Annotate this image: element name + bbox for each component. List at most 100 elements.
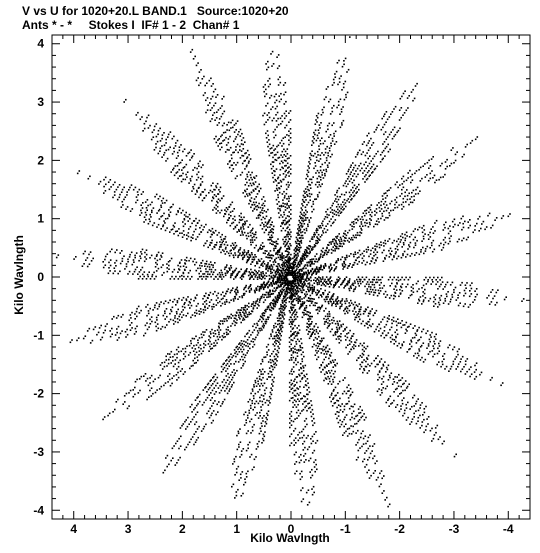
uv-point — [349, 418, 352, 421]
uv-point — [129, 253, 131, 256]
uv-point — [305, 256, 308, 258]
uv-point — [283, 93, 285, 96]
uv-point — [262, 373, 264, 375]
uv-point — [329, 282, 331, 284]
uv-point — [272, 165, 274, 168]
uv-point — [307, 402, 309, 405]
uv-point — [109, 270, 111, 272]
uv-point — [263, 210, 266, 212]
uv-point — [113, 191, 116, 193]
uv-point — [315, 198, 318, 200]
uv-point — [284, 291, 286, 293]
uv-point — [353, 288, 355, 291]
uv-point — [247, 162, 250, 164]
uv-point — [277, 117, 279, 120]
uv-point — [321, 348, 323, 350]
uv-point — [316, 242, 318, 245]
uv-point — [308, 183, 310, 186]
uv-point — [206, 391, 208, 393]
uv-point — [202, 389, 205, 391]
uv-point — [289, 287, 292, 290]
uv-point — [339, 212, 342, 214]
uv-point — [290, 270, 292, 272]
uv-point — [299, 215, 301, 218]
uv-point — [202, 94, 205, 97]
uv-point — [110, 186, 112, 188]
uv-point — [262, 265, 264, 267]
uv-point — [242, 364, 244, 367]
uv-point — [167, 148, 170, 151]
plot-frame — [51, 34, 531, 520]
uv-point — [365, 178, 368, 181]
uv-point — [212, 196, 214, 198]
uv-point — [318, 283, 320, 285]
uv-point — [287, 250, 289, 253]
uv-point — [296, 334, 298, 337]
uv-point — [332, 293, 335, 295]
uv-point — [287, 247, 289, 250]
uv-point — [251, 253, 253, 256]
uv-point — [235, 494, 238, 497]
uv-point — [291, 268, 294, 271]
uv-point — [184, 223, 186, 225]
uv-point — [334, 364, 336, 366]
uv-point — [288, 372, 291, 375]
uv-point — [150, 138, 153, 141]
uv-point — [283, 190, 285, 193]
uv-point — [115, 259, 118, 262]
uv-point — [179, 261, 181, 264]
uv-point — [192, 234, 194, 236]
uv-point — [240, 143, 243, 145]
uv-point — [195, 224, 197, 227]
uv-point — [86, 265, 89, 268]
uv-point — [237, 348, 239, 351]
uv-point — [305, 306, 308, 309]
uv-point — [161, 274, 163, 276]
uv-point — [409, 294, 412, 297]
uv-point — [265, 225, 267, 227]
uv-point — [285, 301, 287, 304]
uv-point — [313, 131, 315, 134]
uv-point — [286, 259, 288, 262]
uv-point — [120, 206, 123, 208]
uv-point — [293, 304, 295, 307]
uv-point — [239, 174, 242, 176]
uv-point — [297, 409, 300, 412]
uv-point — [217, 278, 219, 280]
uv-point — [349, 285, 352, 287]
uv-point — [199, 160, 201, 163]
uv-point — [364, 466, 366, 468]
uv-point — [199, 264, 201, 267]
uv-point — [320, 288, 322, 290]
uv-point — [292, 295, 295, 297]
uv-point — [280, 327, 282, 330]
uv-point — [290, 231, 292, 233]
uv-point — [360, 153, 363, 156]
uv-point — [345, 191, 347, 194]
uv-point — [219, 246, 221, 248]
uv-point — [330, 145, 332, 147]
uv-point — [309, 315, 312, 318]
uv-point — [244, 481, 247, 484]
uv-point — [320, 114, 323, 116]
x-tick-label: -2 — [394, 522, 405, 536]
uv-point — [209, 261, 212, 263]
uv-point — [275, 159, 278, 162]
uv-point — [368, 469, 370, 471]
uv-point — [131, 208, 134, 210]
uv-point — [271, 240, 273, 242]
uv-point — [296, 381, 298, 384]
uv-point — [420, 336, 422, 339]
uv-point — [290, 354, 293, 356]
uv-point — [218, 118, 221, 120]
uv-point — [260, 258, 263, 260]
uv-point — [255, 336, 257, 339]
uv-point — [202, 275, 205, 278]
uv-point — [310, 438, 312, 440]
uv-point — [363, 278, 366, 281]
uv-point — [228, 383, 230, 385]
uv-point — [233, 162, 235, 164]
uv-point — [274, 296, 277, 298]
uv-point — [350, 194, 352, 196]
uv-point — [155, 143, 157, 145]
